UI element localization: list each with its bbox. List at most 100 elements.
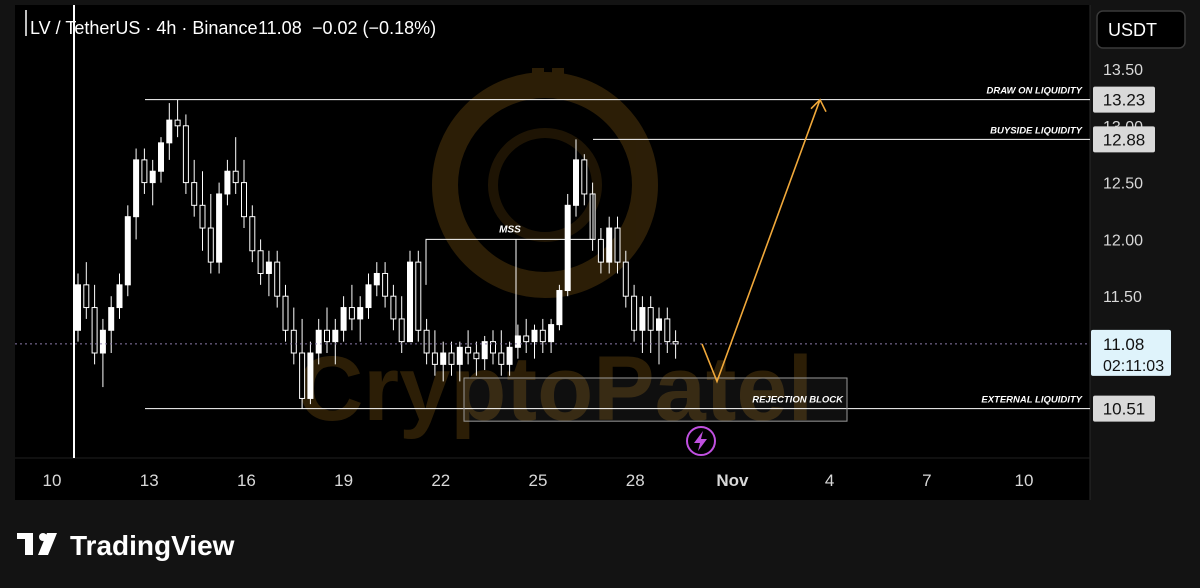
y-tick-label-hidden: 13.00	[1103, 119, 1143, 136]
candle-body	[124, 216, 131, 286]
candle-body	[348, 307, 355, 320]
candle-body	[631, 295, 638, 331]
y-tick-label: 12.50	[1103, 176, 1143, 193]
x-tick-label: 10	[1015, 471, 1034, 490]
candle-body	[274, 261, 281, 297]
x-tick-label: 16	[237, 471, 256, 490]
candle-body	[141, 159, 148, 184]
candle-body	[307, 352, 314, 399]
candle-body	[174, 119, 181, 127]
price-tag-text-buyside: 12.88	[1103, 130, 1146, 149]
currency-button-label[interactable]: USDT	[1108, 20, 1157, 40]
candle-body	[108, 307, 115, 331]
candle-body	[315, 329, 322, 354]
candle-body	[581, 159, 588, 195]
symbol-title[interactable]: LV / TetherUS · 4h · Binance	[30, 18, 257, 38]
currency-button[interactable]	[1096, 10, 1186, 49]
candle-body	[448, 352, 455, 365]
x-tick-label: 22	[431, 471, 450, 490]
x-tick-label: 13	[140, 471, 159, 490]
projection-path[interactable]	[701, 99, 821, 384]
candle-body	[332, 329, 339, 343]
candle-body	[149, 170, 156, 184]
lightning-bolt-glyph	[694, 431, 707, 451]
candle-body	[573, 159, 579, 206]
candle-body	[133, 159, 140, 218]
rejection-block[interactable]	[463, 377, 848, 422]
time-axis-area[interactable]	[15, 458, 1090, 500]
tradingview-logo-icon	[17, 533, 57, 555]
candle-body	[166, 119, 173, 144]
candle-body	[324, 329, 330, 343]
price-tag-external	[1093, 395, 1155, 422]
candle-body	[523, 335, 530, 343]
candle-body	[191, 182, 198, 206]
candle-body	[299, 352, 306, 399]
current-price-value: 11.08	[1103, 335, 1144, 354]
y-tick-label: 11.50	[1103, 289, 1142, 306]
candle-body	[357, 307, 364, 320]
projection-arrowhead	[810, 98, 827, 113]
candle-body	[91, 307, 98, 354]
candle-body	[257, 250, 264, 274]
candle-body	[282, 295, 289, 331]
price-tag-text-external: 10.51	[1103, 400, 1146, 419]
candle-body	[531, 329, 538, 343]
candle-body	[465, 346, 472, 354]
header-change: −0.02 (−0.18%)	[312, 18, 436, 38]
candle-body	[498, 352, 505, 365]
mss-bracket[interactable]	[425, 193, 594, 285]
candle-body	[224, 170, 231, 195]
x-tick-label: 4	[825, 471, 834, 490]
watermark-logo: CryptoPatel	[297, 68, 813, 440]
candle-body	[207, 227, 214, 263]
candle-body	[398, 318, 405, 343]
candle-body	[373, 272, 380, 286]
candle-body	[382, 272, 389, 297]
x-tick-label: Nov	[716, 471, 749, 490]
tradingview-logo[interactable]: TradingView	[17, 530, 235, 561]
candle-body	[99, 329, 106, 354]
current-price-tag	[1091, 329, 1171, 376]
plot-area[interactable]	[15, 5, 1090, 458]
candle-body	[415, 261, 422, 331]
candle-body	[158, 142, 164, 172]
x-tick-label: 25	[529, 471, 548, 490]
x-tick-label: 28	[626, 471, 645, 490]
candle-body	[431, 352, 438, 365]
candle-body	[564, 204, 571, 292]
candle-body	[241, 182, 247, 218]
y-tick-label: 12.00	[1103, 232, 1143, 249]
x-tick-label: 19	[334, 471, 353, 490]
candle-body	[664, 318, 671, 343]
candle-body	[265, 261, 272, 274]
candle-body	[75, 284, 81, 331]
candle-body	[83, 284, 90, 309]
axes-group: 13.50 12.50 12.00 11.50 10 13 16 19 22 25 28 Nov 4 7 1…	[43, 62, 1144, 490]
candle-body	[199, 204, 206, 229]
candle-body	[290, 329, 297, 354]
price-tag-draw	[1093, 86, 1155, 113]
level-label-buyside: BUYSIDE LIQUIDITY	[990, 125, 1084, 136]
header-price: 11.08	[258, 18, 302, 38]
candle-body	[656, 318, 662, 331]
lightning-icon[interactable]	[686, 426, 716, 456]
candle-body	[490, 341, 496, 354]
rejection-block-label: REJECTION BLOCK	[752, 395, 844, 406]
candle-body	[365, 284, 372, 309]
candle-body	[606, 227, 613, 263]
candle-body	[456, 346, 463, 365]
current-price-countdown: 02:11:03	[1103, 358, 1164, 375]
candle-body	[481, 341, 488, 360]
x-tick-label: 7	[922, 471, 931, 490]
candle-body	[506, 346, 513, 365]
candle-body	[232, 170, 239, 184]
candle-body	[116, 284, 123, 309]
candle-body	[423, 329, 430, 354]
candle-body	[249, 216, 256, 252]
candle-body	[556, 290, 563, 326]
candle-body	[597, 238, 604, 263]
candle-body	[647, 307, 654, 331]
level-label-draw: DRAW ON LIQUIDITY	[986, 86, 1083, 97]
